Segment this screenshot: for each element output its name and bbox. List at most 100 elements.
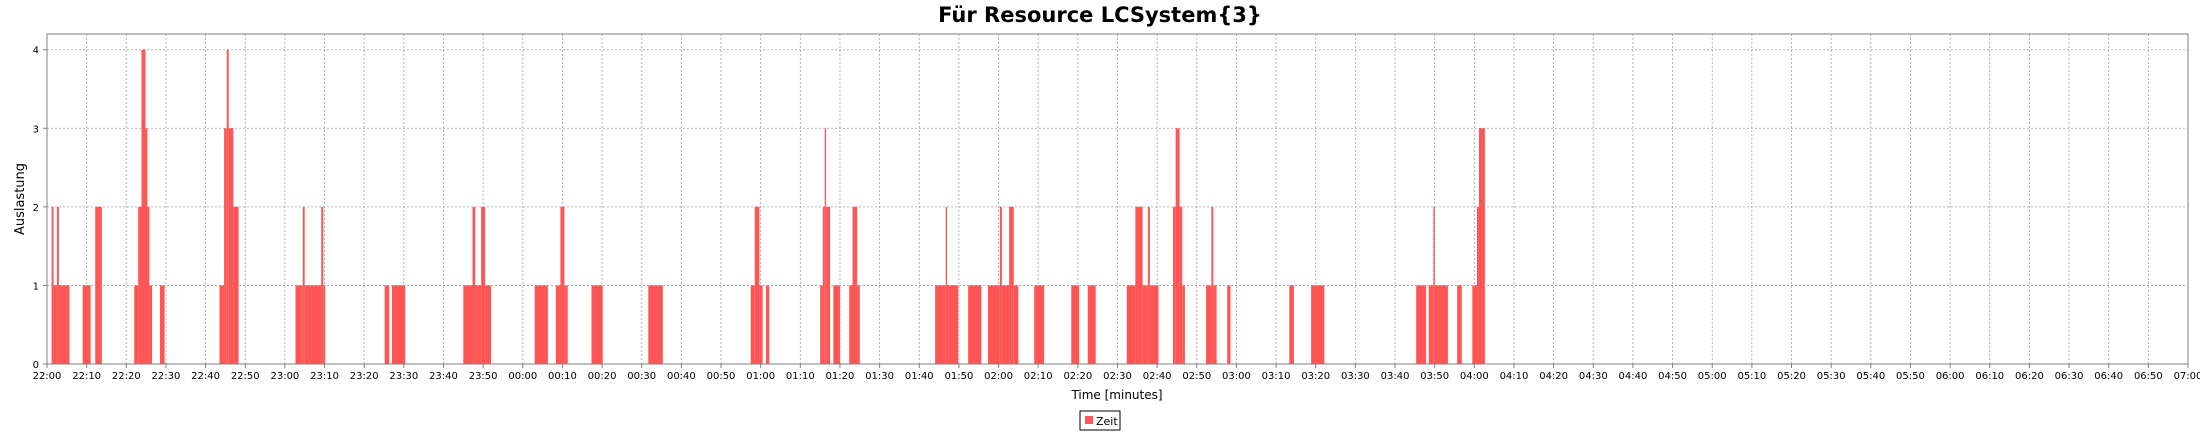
data-bar <box>824 128 827 364</box>
data-bar <box>1126 285 1136 364</box>
x-tick-label: 05:50 <box>1896 371 1925 382</box>
grid <box>47 34 2188 364</box>
x-tick-label: 23:50 <box>469 371 498 382</box>
data-bar <box>1416 285 1427 364</box>
data-bar <box>999 206 1002 364</box>
x-tick-label: 02:00 <box>984 371 1013 382</box>
data-bar <box>1001 285 1010 364</box>
data-bar <box>1034 285 1045 364</box>
data-bar <box>1087 285 1096 364</box>
x-tick-label: 01:10 <box>786 371 815 382</box>
chart-title: Für Resource LCSystem{3} <box>938 3 1262 27</box>
data-bar <box>224 128 227 364</box>
y-tick-label: 4 <box>33 46 39 57</box>
x-tick-label: 05:00 <box>1698 371 1727 382</box>
x-tick-label: 02:30 <box>1103 371 1132 382</box>
x-tick-label: 02:50 <box>1182 371 1211 382</box>
data-bar <box>765 285 770 364</box>
data-bar <box>391 285 406 364</box>
x-tick-label: 05:20 <box>1777 371 1806 382</box>
data-bar <box>1182 285 1185 364</box>
x-tick-label: 22:50 <box>231 371 260 382</box>
x-tick-label: 05:40 <box>1856 371 1885 382</box>
data-bar <box>564 285 568 364</box>
data-bar <box>1211 206 1214 364</box>
y-tick-label: 2 <box>33 203 39 214</box>
y-tick-label: 3 <box>33 124 39 135</box>
x-tick-label: 04:10 <box>1500 371 1529 382</box>
data-bar <box>226 49 229 364</box>
data-bar <box>852 206 858 364</box>
x-ticks: 22:00 22:10 22:20 22:30 22:40 22:50 23:00 23:10… <box>33 364 2200 382</box>
x-tick-label: 04:00 <box>1460 371 1489 382</box>
x-tick-label: 03:50 <box>1420 371 1449 382</box>
x-tick-label: 22:30 <box>152 371 181 382</box>
x-tick-label: 02:10 <box>1024 371 1053 382</box>
data-bar <box>1206 285 1212 364</box>
y-axis-label: Auslastung <box>13 163 28 235</box>
x-tick-label: 06:10 <box>1975 371 2004 382</box>
data-bar <box>321 206 324 364</box>
data-bar <box>147 206 150 364</box>
data-bar <box>58 285 70 364</box>
data-bar <box>987 285 1000 364</box>
data-bar <box>485 285 492 364</box>
data-bar <box>1071 285 1080 364</box>
data-bar <box>826 206 831 364</box>
x-tick-label: 06:20 <box>2015 371 2044 382</box>
data-bar <box>1173 206 1176 364</box>
data-bar <box>1179 206 1183 364</box>
data-bar <box>1478 128 1485 364</box>
data-bar <box>1213 285 1217 364</box>
data-bar <box>475 285 482 364</box>
x-tick-label: 01:50 <box>944 371 973 382</box>
x-tick-label: 03:20 <box>1301 371 1330 382</box>
data-bar <box>472 206 476 364</box>
x-tick-label: 06:40 <box>2094 371 2123 382</box>
x-tick-label: 22:40 <box>191 371 220 382</box>
data-bar <box>233 206 239 364</box>
data-bar <box>1311 285 1325 364</box>
data-bar <box>463 285 473 364</box>
data-bar <box>82 285 91 364</box>
data-bar <box>53 285 57 364</box>
data-bar <box>145 128 148 364</box>
data-bar <box>1147 206 1150 364</box>
x-tick-label: 02:20 <box>1063 371 1092 382</box>
data-bar <box>304 285 322 364</box>
data-bar <box>302 206 305 364</box>
data-bar <box>1135 206 1143 364</box>
x-tick-label: 00:00 <box>508 371 537 382</box>
x-tick-label: 01:00 <box>746 371 775 382</box>
data-bar <box>1433 206 1435 364</box>
legend: Zeit <box>1079 410 1121 431</box>
data-bar <box>95 206 102 364</box>
x-tick-label: 22:20 <box>112 371 141 382</box>
data-bar <box>560 206 565 364</box>
x-tick-label: 01:40 <box>905 371 934 382</box>
x-tick-label: 22:10 <box>72 371 101 382</box>
data-bar <box>750 285 755 364</box>
x-tick-label: 01:20 <box>826 371 855 382</box>
data-bar <box>759 285 763 364</box>
legend-box <box>1079 410 1121 431</box>
x-tick-label: 04:20 <box>1539 371 1568 382</box>
x-tick-label: 00:10 <box>548 371 577 382</box>
x-tick-label: 06:30 <box>2055 371 2084 382</box>
y-ticks: 0 1 2 3 4 <box>33 46 47 371</box>
data-bar <box>968 285 982 364</box>
x-tick-label: 07:00 <box>2174 371 2200 382</box>
data-bar <box>51 206 54 364</box>
data-bar <box>1289 285 1294 364</box>
data-bar <box>1472 285 1477 364</box>
x-tick-label: 04:50 <box>1658 371 1687 382</box>
x-tick-label: 00:30 <box>627 371 656 382</box>
data-bar <box>1434 285 1448 364</box>
legend-swatch <box>1085 416 1093 424</box>
data-bar <box>1009 206 1014 364</box>
x-tick-label: 03:00 <box>1222 371 1251 382</box>
data-bar <box>1476 206 1479 364</box>
data-bar <box>384 285 390 364</box>
x-tick-label: 23:10 <box>310 371 339 382</box>
